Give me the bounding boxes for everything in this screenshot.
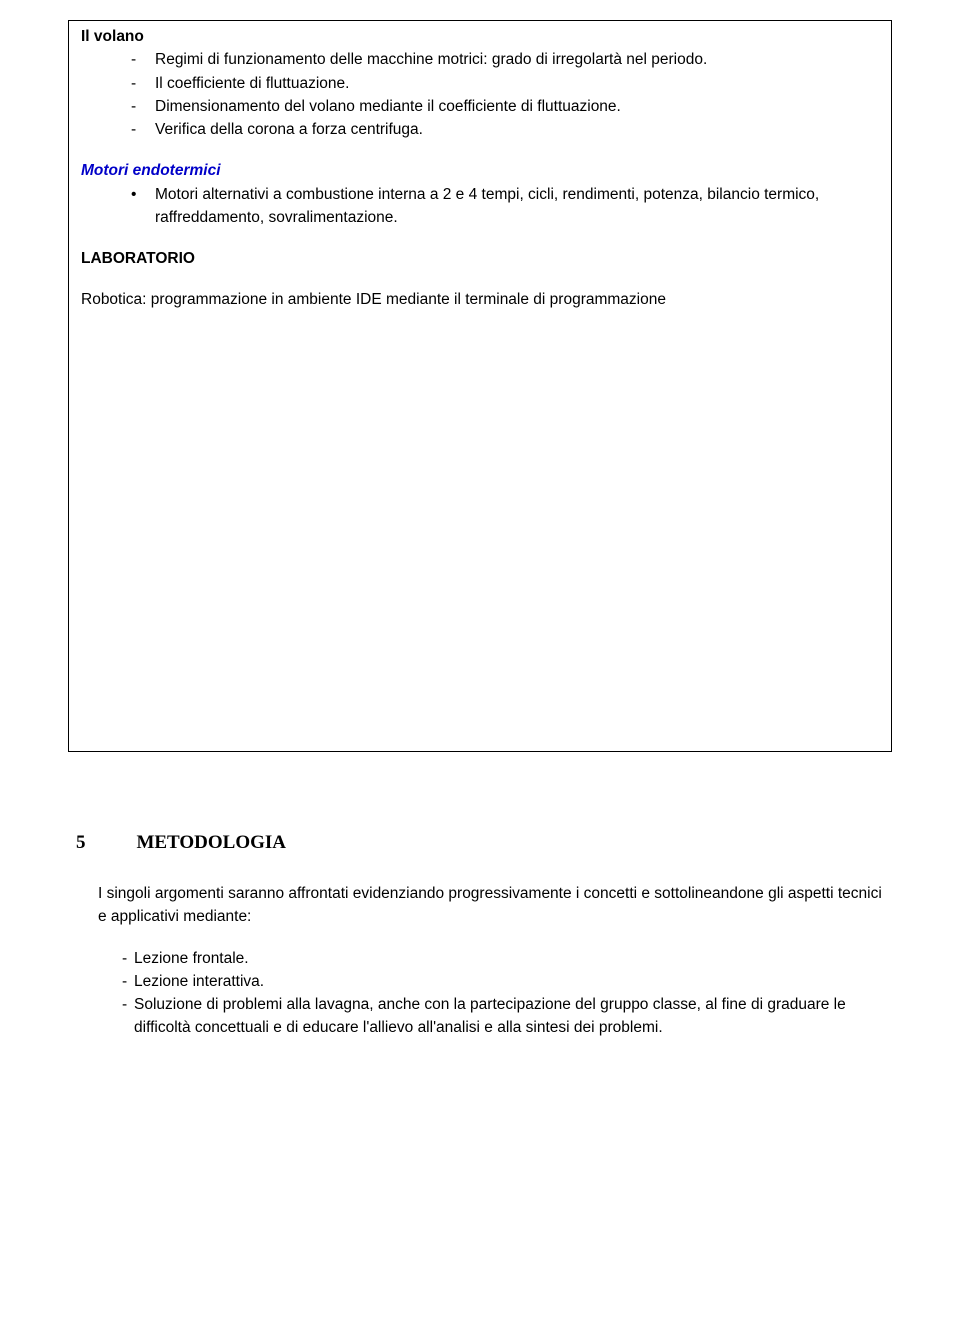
section-number: 5 — [76, 832, 132, 854]
motori-title: Motori endotermici — [81, 159, 879, 182]
list-item: Il coefficiente di fluttuazione. — [155, 72, 879, 95]
list-item: Lezione frontale. — [134, 947, 884, 970]
list-item: Lezione interattiva. — [134, 970, 884, 993]
laboratorio-text: Robotica: programmazione in ambiente IDE… — [81, 288, 879, 311]
volano-title: Il volano — [81, 25, 879, 48]
page: Il volano Regimi di funzionamento delle … — [0, 0, 960, 1080]
motori-list: Motori alternativi a combustione interna… — [81, 183, 879, 230]
list-item: Dimensionamento del volano mediante il c… — [155, 95, 879, 118]
metodologia-intro: I singoli argomenti saranno affrontati e… — [76, 882, 884, 929]
list-item: Verifica della corona a forza centrifuga… — [155, 118, 879, 141]
list-item: Motori alternativi a combustione interna… — [155, 183, 879, 230]
content-box: Il volano Regimi di funzionamento delle … — [68, 20, 892, 752]
list-item: Regimi di funzionamento delle macchine m… — [155, 48, 879, 71]
list-item: Soluzione di problemi alla lavagna, anch… — [134, 993, 884, 1040]
laboratorio-title: LABORATORIO — [81, 247, 879, 270]
section-title: METODOLOGIA — [136, 832, 286, 853]
metodologia-list: Lezione frontale. Lezione interattiva. S… — [76, 947, 884, 1040]
metodologia-heading: 5 METODOLOGIA — [76, 832, 884, 854]
metodologia-section: 5 METODOLOGIA I singoli argomenti sarann… — [68, 832, 892, 1040]
volano-list: Regimi di funzionamento delle macchine m… — [81, 48, 879, 141]
